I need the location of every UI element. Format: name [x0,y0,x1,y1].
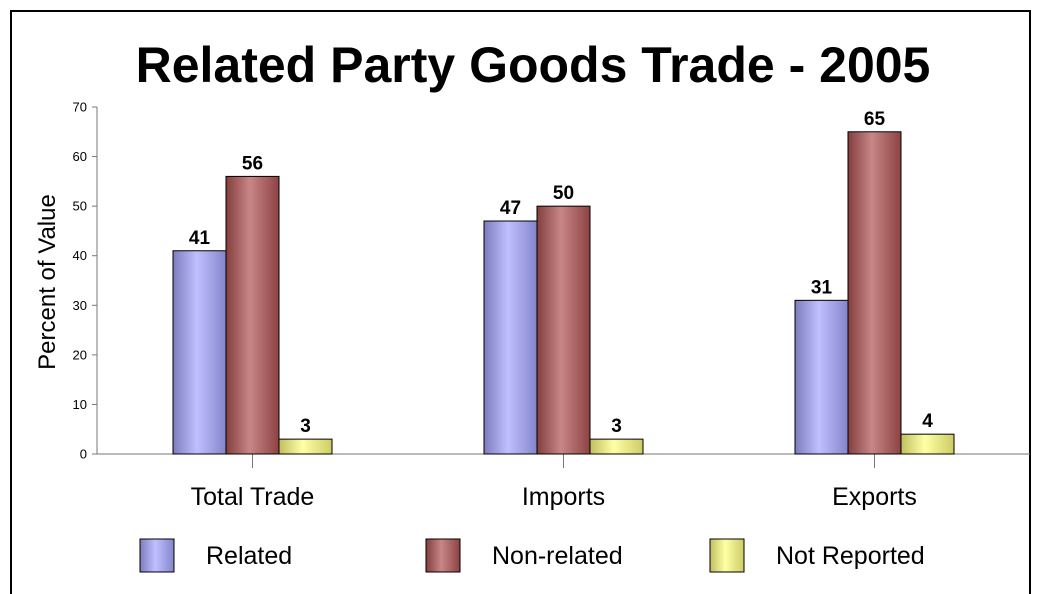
x-category-label: Exports [832,483,917,511]
data-labels-group: 41 56 3 47 50 3 31 65 4 [189,109,933,437]
axes: 0 10 20 30 40 50 60 70 Total Trade Imports Exports [73,100,1030,511]
bar-related [794,299,849,455]
data-label: 4 [922,411,933,432]
data-label: 56 [242,153,263,174]
data-label: 41 [189,228,211,249]
y-tick-label: 0 [80,447,87,462]
data-label: 47 [500,198,521,219]
legend-swatch [709,538,745,573]
y-axis-label: Percent of Value [34,194,61,370]
bar-related [172,250,227,455]
bar-non-related [536,205,591,455]
legend-swatch [139,538,175,573]
legend: Related Non-related Not Reported [139,538,925,573]
bar-not-reported [278,438,333,455]
legend-label: Non-related [492,542,623,570]
y-tick-label: 70 [73,100,87,115]
data-label: 50 [553,183,574,204]
data-label: 3 [300,416,311,437]
data-label: 65 [864,109,886,130]
bar-related [483,220,538,455]
y-tick-label: 20 [73,347,87,362]
legend-label: Not Reported [776,542,925,570]
y-tick-label: 40 [73,248,87,263]
y-tick-label: 10 [73,397,87,412]
chart-frame [10,10,1031,594]
x-category-label: Total Trade [191,483,315,511]
bar-not-reported [589,438,644,455]
bar-not-reported [900,433,955,455]
chart-title: Related Party Goods Trade - 2005 [136,37,931,93]
data-label: 31 [811,277,833,298]
bars-group [172,131,955,455]
data-label: 3 [611,416,622,437]
legend-swatch [425,538,461,573]
y-tick-label: 50 [73,199,87,214]
legend-label: Related [206,542,292,570]
y-tick-label: 30 [73,298,87,313]
bar-non-related [847,131,902,455]
bar-non-related [225,175,280,455]
y-tick-label: 60 [73,149,87,164]
x-category-label: Imports [522,483,605,511]
